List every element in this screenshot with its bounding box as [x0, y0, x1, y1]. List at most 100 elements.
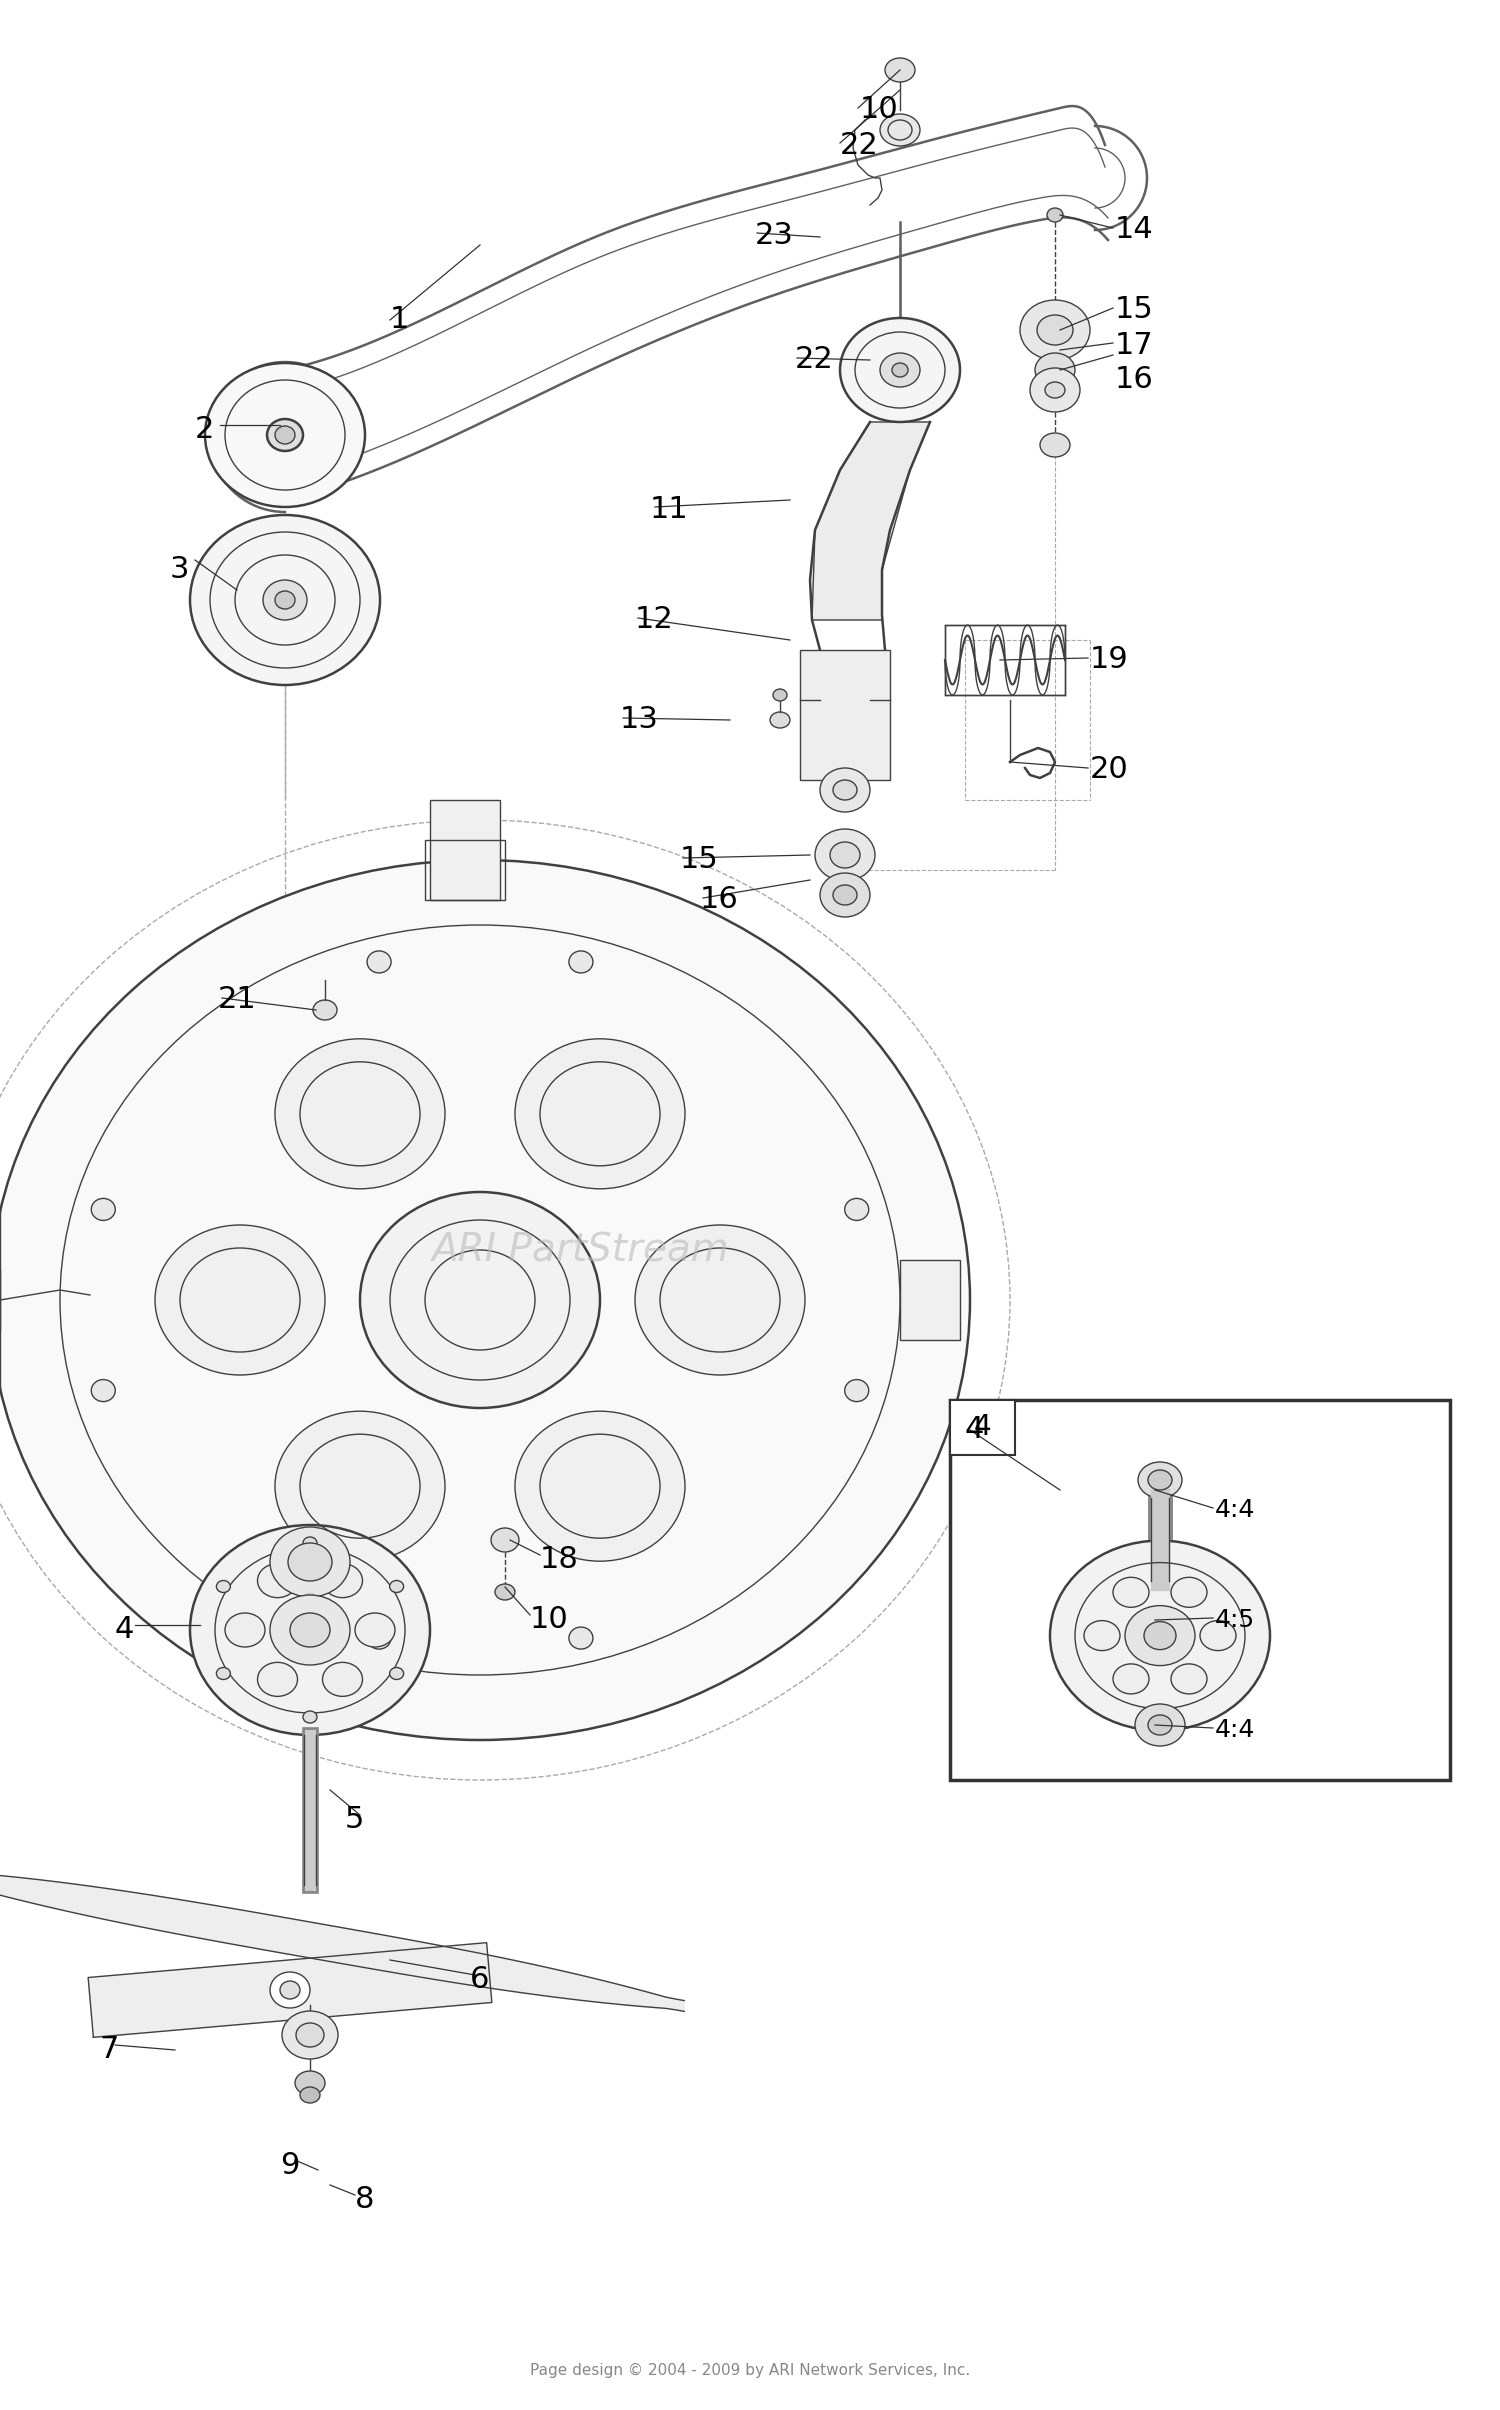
- Ellipse shape: [880, 352, 920, 388]
- Ellipse shape: [314, 1000, 338, 1019]
- Ellipse shape: [303, 1538, 316, 1550]
- Ellipse shape: [270, 1971, 310, 2008]
- Text: 9: 9: [280, 2150, 300, 2179]
- Text: 3: 3: [170, 554, 189, 586]
- Text: 5: 5: [345, 1805, 364, 1834]
- Text: 18: 18: [540, 1545, 579, 1574]
- Text: 2: 2: [195, 415, 214, 443]
- Ellipse shape: [216, 1581, 231, 1593]
- Ellipse shape: [1113, 1663, 1149, 1694]
- Text: 20: 20: [1090, 754, 1128, 786]
- Ellipse shape: [495, 1583, 514, 1600]
- Ellipse shape: [258, 1663, 297, 1697]
- Ellipse shape: [280, 1981, 300, 1998]
- Ellipse shape: [1047, 207, 1064, 222]
- Polygon shape: [88, 1942, 492, 2036]
- Ellipse shape: [821, 872, 870, 916]
- Ellipse shape: [892, 364, 908, 376]
- Ellipse shape: [290, 1612, 330, 1646]
- Bar: [945, 624, 1065, 694]
- Ellipse shape: [154, 1224, 326, 1376]
- Ellipse shape: [880, 113, 920, 147]
- Ellipse shape: [296, 2070, 326, 2094]
- Ellipse shape: [830, 841, 860, 868]
- Bar: [950, 1400, 1016, 1456]
- Ellipse shape: [815, 829, 874, 882]
- Text: 11: 11: [650, 496, 688, 525]
- Ellipse shape: [300, 2087, 320, 2104]
- Text: 19: 19: [1090, 646, 1128, 675]
- Ellipse shape: [770, 711, 790, 728]
- Ellipse shape: [303, 1711, 316, 1723]
- Text: 13: 13: [620, 706, 658, 735]
- Text: ARI PartStream: ARI PartStream: [430, 1232, 729, 1270]
- Ellipse shape: [322, 1663, 363, 1697]
- Text: 12: 12: [634, 605, 674, 634]
- Ellipse shape: [1148, 1470, 1172, 1489]
- Polygon shape: [812, 422, 930, 619]
- Ellipse shape: [514, 1412, 686, 1562]
- Polygon shape: [0, 1868, 684, 2012]
- Ellipse shape: [1020, 299, 1090, 359]
- Ellipse shape: [390, 1668, 404, 1680]
- Ellipse shape: [190, 516, 380, 684]
- Ellipse shape: [360, 1193, 600, 1407]
- Text: 1: 1: [390, 306, 410, 335]
- Text: 4:4: 4:4: [1215, 1499, 1255, 1523]
- Ellipse shape: [844, 1379, 868, 1403]
- Ellipse shape: [844, 1198, 868, 1219]
- Ellipse shape: [288, 1542, 332, 1581]
- Text: 14: 14: [1114, 214, 1154, 243]
- Text: 23: 23: [754, 219, 794, 251]
- Ellipse shape: [206, 364, 364, 506]
- Ellipse shape: [1036, 316, 1072, 345]
- Ellipse shape: [1040, 434, 1070, 458]
- Ellipse shape: [258, 1564, 297, 1598]
- Ellipse shape: [368, 1627, 392, 1648]
- Ellipse shape: [1138, 1463, 1182, 1499]
- Ellipse shape: [216, 1668, 231, 1680]
- Ellipse shape: [568, 1627, 592, 1648]
- Ellipse shape: [1136, 1704, 1185, 1745]
- Ellipse shape: [1046, 383, 1065, 398]
- Bar: [800, 651, 889, 781]
- Ellipse shape: [514, 1039, 686, 1188]
- Ellipse shape: [274, 590, 296, 610]
- Ellipse shape: [368, 952, 392, 974]
- Ellipse shape: [296, 2022, 324, 2046]
- Ellipse shape: [1050, 1540, 1270, 1730]
- Text: 22: 22: [795, 345, 834, 374]
- Ellipse shape: [270, 1595, 350, 1665]
- Ellipse shape: [1084, 1620, 1120, 1651]
- Ellipse shape: [267, 419, 303, 451]
- Ellipse shape: [274, 427, 296, 443]
- Ellipse shape: [833, 781, 856, 800]
- Ellipse shape: [1113, 1576, 1149, 1607]
- Ellipse shape: [821, 769, 870, 812]
- Ellipse shape: [1172, 1576, 1208, 1607]
- Ellipse shape: [356, 1612, 395, 1646]
- Text: 15: 15: [680, 846, 718, 875]
- Ellipse shape: [92, 1198, 116, 1219]
- Bar: [950, 1400, 1450, 1781]
- Text: 4: 4: [974, 1412, 992, 1441]
- Ellipse shape: [568, 952, 592, 974]
- Ellipse shape: [490, 1528, 519, 1552]
- Ellipse shape: [1035, 352, 1076, 388]
- Ellipse shape: [282, 2010, 338, 2058]
- Text: 16: 16: [1114, 366, 1154, 395]
- Ellipse shape: [833, 884, 856, 906]
- Ellipse shape: [274, 1039, 446, 1188]
- Text: 15: 15: [1114, 296, 1154, 325]
- Text: 10: 10: [530, 1605, 568, 1634]
- Ellipse shape: [1144, 1622, 1176, 1648]
- Text: 21: 21: [217, 986, 256, 1015]
- Ellipse shape: [634, 1224, 806, 1376]
- Ellipse shape: [225, 1612, 266, 1646]
- Ellipse shape: [840, 318, 960, 422]
- Ellipse shape: [390, 1581, 404, 1593]
- Text: 4:4: 4:4: [1215, 1718, 1255, 1742]
- Ellipse shape: [274, 1412, 446, 1562]
- Text: 8: 8: [356, 2186, 375, 2215]
- Ellipse shape: [1172, 1663, 1208, 1694]
